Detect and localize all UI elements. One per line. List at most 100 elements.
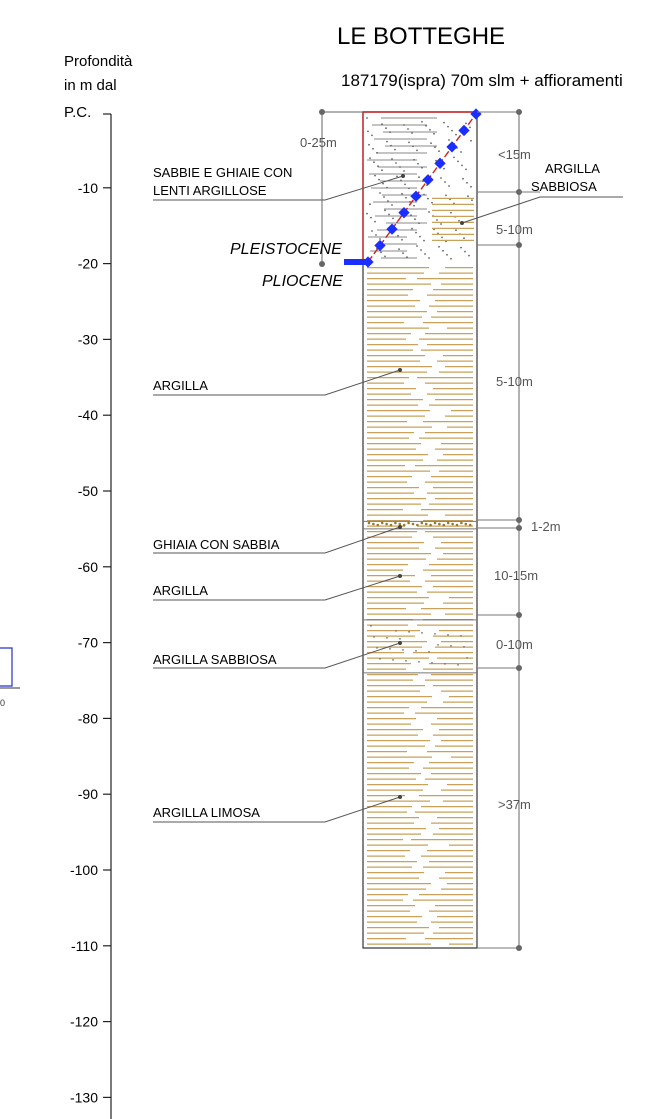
sand-gravel-dot (410, 214, 412, 217)
sand-gravel-dot (391, 158, 393, 160)
gravel-dot (446, 521, 450, 525)
sand-gravel-dot (418, 222, 420, 225)
sand-gravel-dot (464, 250, 466, 253)
depth-tick-label: -80 (78, 710, 98, 726)
sand-gravel-dot (421, 166, 423, 169)
sand-gravel-dot (419, 235, 421, 238)
sand-gravel-dot (384, 209, 386, 212)
contact-marker (422, 174, 434, 186)
sandy-clay-dot (379, 657, 381, 660)
sand-gravel-dot (382, 182, 384, 185)
sandy-clay-dot (450, 644, 452, 647)
sand-gravel-dot (377, 165, 379, 168)
contact-line (367, 113, 477, 263)
sand-gravel-dot (428, 257, 430, 259)
sand-gravel-dot (463, 237, 465, 240)
sand-gravel-dot (444, 181, 446, 183)
sandy-clay-dot (428, 650, 430, 653)
sandy-clay-dot (402, 648, 404, 651)
thickness-scale-node (516, 945, 522, 951)
thickness-scale-node (516, 109, 522, 115)
y-axis-label-line-1: Profondità (64, 53, 133, 70)
leader-dot (398, 795, 402, 799)
sand-gravel-dot (401, 238, 403, 241)
sand-gravel-dot (390, 144, 392, 147)
layer-label-gravel-sand: GHIAIA CON SABBIA (153, 537, 280, 552)
contact-marker (470, 108, 482, 120)
contact-marker (374, 239, 386, 252)
gravel-dot (385, 522, 388, 526)
gravel-dot (372, 522, 375, 526)
sand-gravel-dot (374, 174, 376, 177)
depth-tick-label: -60 (78, 559, 98, 575)
sand-gravel-dot (451, 129, 453, 132)
sandy-clay-dot (466, 656, 468, 659)
sand-gravel-dot (392, 217, 394, 220)
leader-sandy-clay-top (461, 196, 623, 224)
sand-gravel-dot (438, 245, 440, 248)
depth-tick-label: -20 (78, 256, 98, 272)
sand-gravel-dot (470, 139, 472, 142)
sand-gravel-dot (388, 213, 390, 216)
sand-gravel-dot (434, 146, 436, 149)
sandy-clay-dot (386, 636, 388, 639)
depth-tick-label: -30 (78, 331, 98, 347)
depth-tick-label: -110 (71, 938, 98, 954)
sand-gravel-dot (427, 197, 429, 200)
leader-clay-2 (153, 575, 401, 601)
sand-gravel-dot (455, 229, 457, 232)
sand-gravel-dot (381, 169, 383, 172)
sand-gravel-dot (368, 143, 370, 146)
sand-gravel-dot (367, 130, 369, 133)
sand-gravel-dot (373, 161, 375, 164)
sand-gravel-dot (470, 185, 472, 188)
gravel-dot (429, 523, 432, 527)
sandy-clay-dot (463, 645, 465, 648)
sandy-clay-dot (373, 635, 375, 638)
gravel-dot (407, 521, 410, 525)
sandy-clay-dot (405, 659, 407, 662)
depth-tick-label: -10 (78, 180, 98, 196)
contact-marker (410, 190, 422, 202)
sandy-clay-dot (392, 658, 394, 661)
sand-gravel-dot (371, 230, 373, 232)
sandy-clay-dot (389, 647, 391, 650)
sand-gravel-dot (423, 239, 425, 242)
leader-sandy-clay (153, 642, 401, 669)
sand-gravel-dot (428, 211, 430, 213)
sand-gravel-dot (396, 175, 398, 178)
thickness-scale (477, 109, 540, 951)
sand-gravel-dot (443, 167, 445, 170)
gravel-dot (420, 521, 424, 525)
gravel-dot (424, 522, 428, 526)
leader-dot (401, 174, 405, 178)
gravel-dot (416, 523, 419, 527)
sandy-clay-dot (370, 624, 372, 627)
sandy-clay-dot (460, 634, 462, 637)
contact-marker (446, 141, 458, 153)
leader-dot (398, 574, 402, 578)
sand-gravel-dot (448, 139, 450, 141)
sand-gravel-dot (424, 253, 426, 255)
y-axis-label-line-2: in m dal (64, 77, 117, 94)
bracket-node (319, 261, 325, 267)
sand-gravel-dot (460, 246, 462, 249)
gravel-dot (398, 522, 402, 526)
contact-marker (458, 124, 470, 137)
thickness-label-2: 5-10m (496, 222, 533, 237)
layer-label-sandy-clay: ARGILLA SABBIOSA (153, 652, 277, 667)
sand-gravel-dot (450, 211, 452, 214)
layer-label-sand-gravel-line-1: SABBIE E GHIAIE CON (153, 165, 292, 180)
cropped-glyph: 0 (0, 698, 5, 708)
sand-gravel-dot (457, 160, 459, 163)
depth-tick-label: -50 (78, 483, 98, 499)
y-axis-label-line-3: P.C. (64, 104, 91, 121)
gravel-dot (402, 523, 406, 527)
sand-gravel-dot (415, 231, 417, 234)
sandy-clay-dot (447, 633, 449, 636)
sand-gravel-dot (431, 201, 433, 204)
leader-dot (398, 368, 402, 372)
sand-gravel-dot (380, 251, 382, 254)
sand-gravel-dot (414, 218, 416, 221)
sand-gravel-dot (384, 255, 386, 258)
